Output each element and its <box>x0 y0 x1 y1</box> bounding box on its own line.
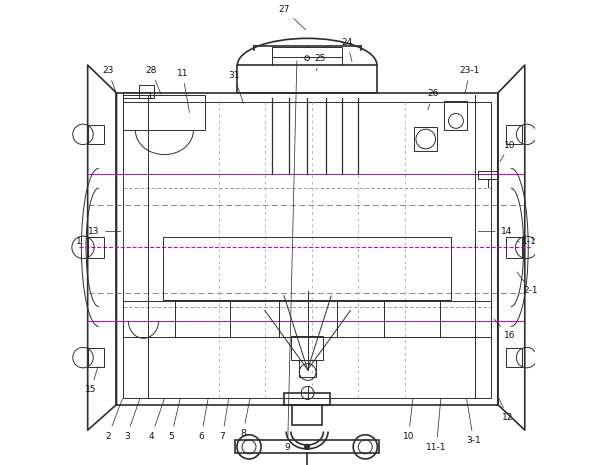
Bar <box>506 237 523 258</box>
Bar <box>117 93 498 405</box>
Bar <box>299 360 316 377</box>
Bar <box>123 92 151 98</box>
Bar <box>284 393 330 405</box>
Text: 11: 11 <box>177 69 189 113</box>
Text: 2: 2 <box>105 399 122 441</box>
Bar <box>506 348 523 367</box>
Bar <box>88 348 104 367</box>
Bar <box>175 300 231 337</box>
Text: 6: 6 <box>198 399 208 441</box>
Text: 16: 16 <box>494 319 515 340</box>
Bar <box>139 85 154 98</box>
Text: 8: 8 <box>240 399 250 438</box>
Text: 1: 1 <box>76 237 88 246</box>
Text: 25: 25 <box>315 53 326 71</box>
Text: 9: 9 <box>285 61 297 452</box>
Bar <box>163 237 451 300</box>
Text: 31: 31 <box>228 71 243 103</box>
Bar <box>272 47 342 57</box>
Text: 7: 7 <box>220 399 229 441</box>
Bar <box>123 95 205 130</box>
Bar <box>444 101 466 130</box>
Text: 26: 26 <box>427 89 439 110</box>
Bar <box>88 237 104 258</box>
Text: 5: 5 <box>169 399 180 441</box>
Bar <box>237 65 377 93</box>
Bar <box>235 440 379 453</box>
Bar <box>88 125 104 144</box>
Bar <box>384 300 440 337</box>
Text: 23-1: 23-1 <box>460 66 480 94</box>
Text: 10: 10 <box>500 140 515 161</box>
Bar <box>123 174 491 321</box>
Bar <box>292 405 322 425</box>
Bar <box>292 336 323 360</box>
Text: 23: 23 <box>102 66 117 94</box>
Text: 27: 27 <box>278 5 306 30</box>
Text: 1-1: 1-1 <box>517 237 537 246</box>
Text: 14: 14 <box>479 227 512 236</box>
Text: 3: 3 <box>124 399 140 441</box>
Text: 4: 4 <box>149 399 165 441</box>
Text: 28: 28 <box>146 66 161 94</box>
Bar <box>123 301 491 337</box>
Text: 11-1: 11-1 <box>426 399 446 452</box>
Bar <box>414 127 437 151</box>
Text: 12: 12 <box>498 397 514 422</box>
Bar <box>479 171 498 179</box>
Bar <box>123 102 491 398</box>
Text: 10: 10 <box>403 399 414 441</box>
Text: 24: 24 <box>341 38 353 61</box>
Bar <box>506 125 523 144</box>
Circle shape <box>304 444 310 450</box>
Text: 15: 15 <box>85 366 98 394</box>
Text: 3-1: 3-1 <box>466 399 481 445</box>
Text: 13: 13 <box>88 227 120 236</box>
Text: 2-1: 2-1 <box>517 272 538 295</box>
